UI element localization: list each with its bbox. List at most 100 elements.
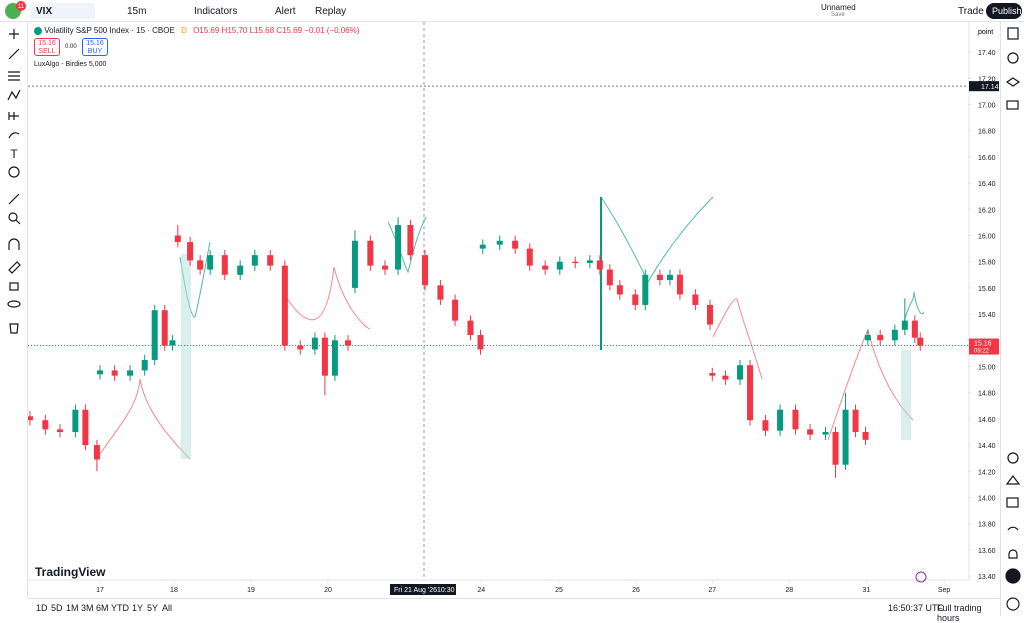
candle-body [762, 420, 769, 431]
replay-button[interactable]: Replay [315, 6, 347, 17]
sidebar-icons [1005, 27, 1021, 611]
status-dot [34, 26, 42, 35]
tool-icon[interactable] [8, 132, 20, 139]
range-button[interactable]: 3M [81, 603, 94, 613]
y-tick-label: 17.20 [978, 76, 996, 83]
candle-body [197, 260, 204, 270]
last-price-tag [969, 338, 999, 355]
sidebar-icon[interactable] [1007, 526, 1019, 531]
candle-body [28, 416, 33, 421]
candle-body [169, 340, 176, 346]
tool-icon[interactable] [7, 89, 21, 101]
instrument-name: Volatility S&P 500 Index · 15 · CBOE [44, 26, 175, 35]
buy-button[interactable]: 15.16 BUY [82, 38, 108, 56]
layout-name[interactable]: Unnamed [821, 3, 856, 12]
symbol[interactable]: VIX [36, 6, 53, 17]
bottom-bar: 1D 5D 1M 3M 6M YTD 1Y 5Y All 16:50:37 UTC Full t… [28, 598, 1000, 623]
range-button[interactable]: 6M [96, 603, 109, 613]
candle-body [452, 299, 459, 321]
candle-body [832, 431, 839, 465]
candle-body [842, 409, 849, 465]
sidebar-icon[interactable] [1008, 549, 1018, 559]
sidebar-icon[interactable] [1007, 52, 1019, 64]
sidebar-icon[interactable] [1007, 452, 1019, 464]
sell-button[interactable]: 15.16 SELL [34, 38, 60, 56]
tool-icon[interactable] [7, 300, 21, 308]
tool-icon[interactable] [9, 282, 19, 291]
alert-button[interactable]: Alert [275, 6, 296, 17]
symbol-search[interactable] [30, 3, 95, 19]
range-button[interactable]: 1M [66, 603, 79, 613]
candle-body [381, 265, 388, 270]
sell-price: 15.16 [38, 40, 56, 47]
x-tick-label: 26 [632, 587, 640, 594]
candle-body [395, 225, 402, 270]
avatar[interactable]: 11 [2, 0, 26, 22]
candle-body [82, 409, 89, 446]
candle-body [321, 337, 328, 376]
data-flag: D [181, 26, 187, 35]
candle-body [632, 294, 639, 305]
tool-icon[interactable] [8, 261, 21, 274]
tool-icon[interactable] [8, 166, 20, 178]
countdown: 09:22 [974, 349, 990, 355]
x-tick-label: 25 [555, 587, 563, 594]
tool-icon[interactable] [8, 112, 19, 120]
sidebar-icon[interactable] [1005, 568, 1021, 584]
svg-text:T: T [10, 147, 18, 161]
crosshair-time: 10:30 [437, 587, 455, 594]
candle-body [407, 225, 414, 256]
session[interactable]: Full trading hours [937, 603, 982, 623]
price-line-label: 17.14 [981, 84, 999, 91]
sidebar-icon[interactable] [1006, 100, 1019, 110]
range-button[interactable]: 1D [36, 603, 48, 613]
candle-body [596, 260, 603, 270]
candle-body [512, 240, 519, 249]
chart-legend: Volatility S&P 500 Index · 15 · CBOE D O… [34, 26, 359, 35]
candle-body [187, 242, 194, 261]
candle-body [479, 244, 486, 249]
candle-body [345, 340, 352, 346]
candle-body [737, 365, 744, 380]
sidebar-icon[interactable] [1006, 597, 1020, 611]
range-button[interactable]: YTD [111, 603, 129, 613]
range-button[interactable]: 5D [51, 603, 63, 613]
candle-body [221, 255, 228, 275]
x-tick-label: 27 [708, 587, 716, 594]
sidebar-icon[interactable] [1007, 27, 1019, 40]
candle-body [572, 261, 579, 264]
sidebar-icon[interactable] [1006, 497, 1019, 508]
tool-icon[interactable] [8, 212, 21, 225]
tool-icon[interactable] [8, 193, 20, 205]
range-button[interactable]: All [162, 603, 173, 613]
candle-body [174, 235, 181, 243]
tool-icon[interactable] [9, 323, 19, 334]
y-tick-label: 15.40 [978, 312, 996, 319]
tool-icon[interactable] [9, 29, 19, 39]
chart: TradingView point 13.40 13.60 13.80 14.00 14.… [28, 22, 999, 595]
price-axis-unit: point [978, 29, 993, 36]
indicators-button[interactable]: Indicators [194, 6, 238, 17]
candle-body [437, 285, 444, 300]
birdies-indicator [97, 196, 925, 460]
candle-body [297, 345, 304, 350]
trade-button[interactable]: Trade [958, 6, 984, 17]
y-tick-label: 14.40 [978, 443, 996, 450]
candle-body [747, 365, 754, 421]
tool-icon[interactable] [8, 71, 20, 81]
candle-body [267, 255, 274, 266]
events-icon[interactable] [915, 571, 927, 583]
spread: 0.00 [65, 44, 77, 50]
tool-icon[interactable] [8, 48, 20, 60]
x-tick-label: 18 [170, 587, 178, 594]
publish-button[interactable] [986, 3, 1022, 19]
candle-body [111, 370, 118, 376]
interval[interactable]: 15m [127, 6, 147, 17]
range-button[interactable]: 5Y [147, 603, 159, 613]
candle-body [127, 370, 134, 376]
sidebar-icon[interactable] [1005, 77, 1021, 87]
sidebar-icon[interactable] [1005, 475, 1021, 485]
top-toolbar: 11 VIX 15m Indicators Alert Replay Unnam… [0, 0, 1024, 22]
tool-icon[interactable] [8, 238, 20, 250]
range-button[interactable]: 1Y [132, 603, 144, 613]
